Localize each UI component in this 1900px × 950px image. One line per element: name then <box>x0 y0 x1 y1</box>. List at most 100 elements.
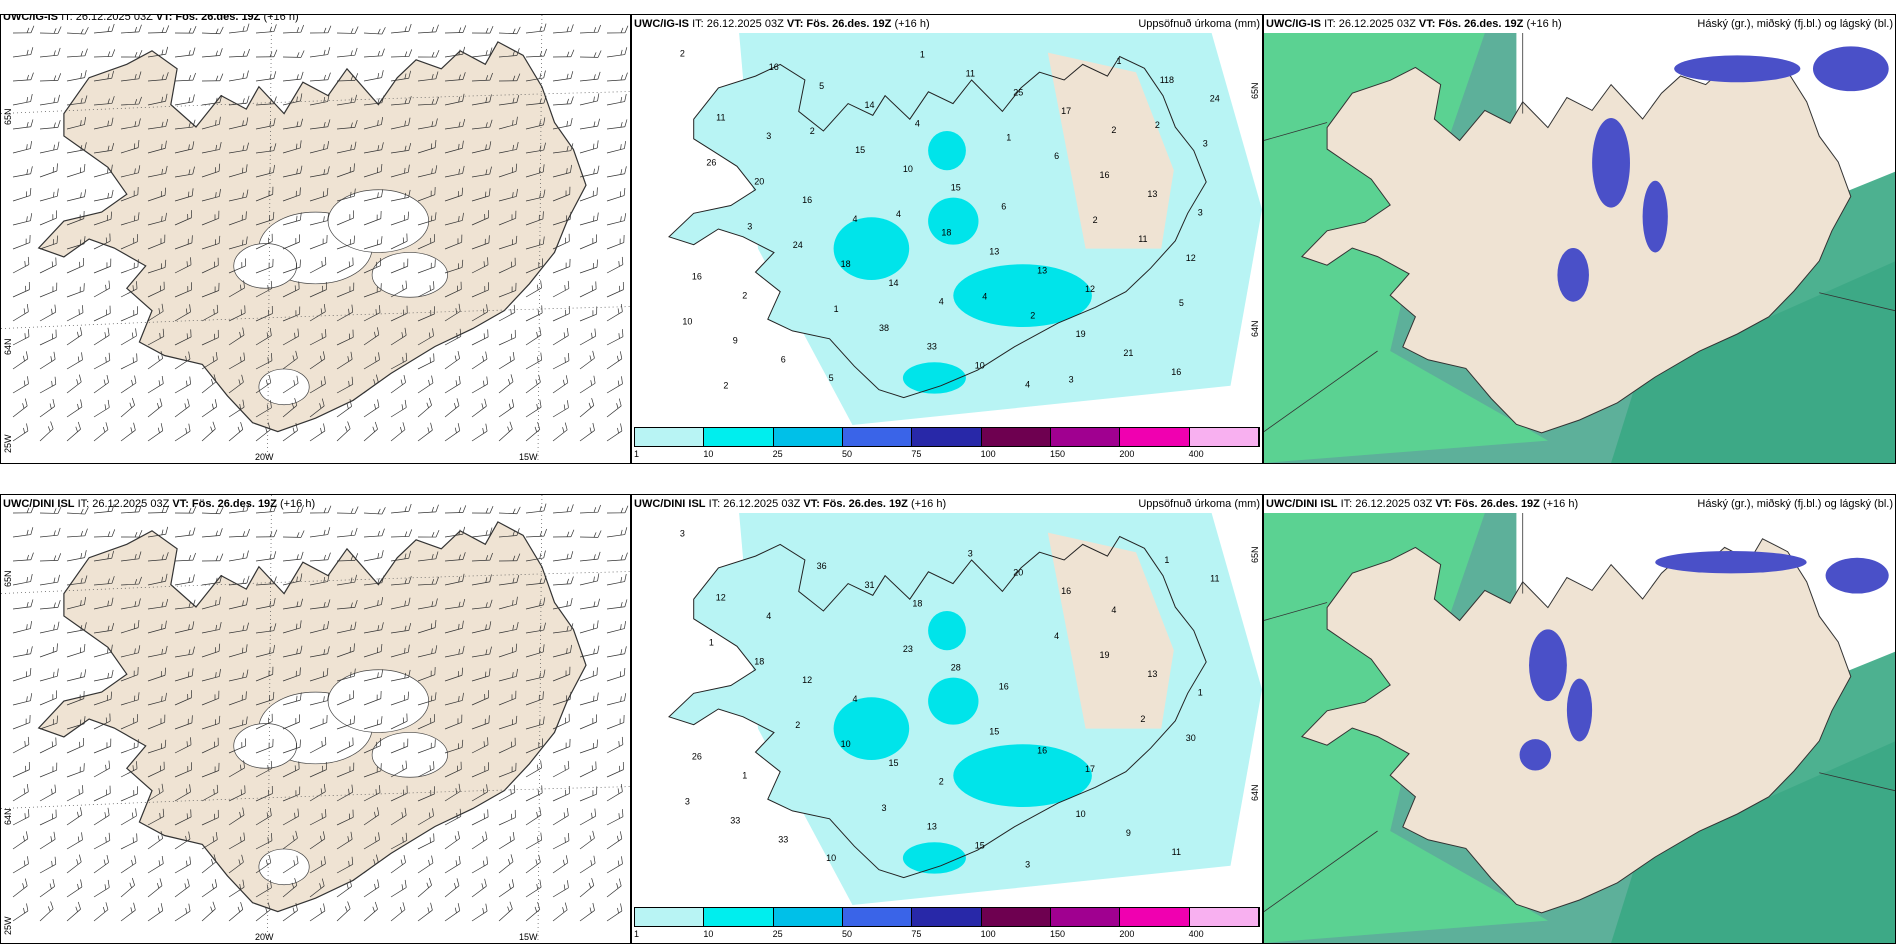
wind-barb <box>525 807 542 826</box>
wind-barb <box>228 854 244 874</box>
wind-barb <box>39 210 58 226</box>
wind-barb <box>309 72 331 82</box>
wind-barb <box>336 527 358 538</box>
wind-barb <box>606 552 628 562</box>
wind-barb <box>471 72 493 82</box>
wind-barb <box>336 304 354 322</box>
wind-barb <box>417 692 437 706</box>
wind-barb <box>120 645 141 658</box>
wind-barb <box>93 280 111 298</box>
precip-value: 36 <box>817 561 827 571</box>
wind-barb <box>39 621 60 634</box>
precip-map-bottom: 3442341110181617111212151516132633312816… <box>668 513 1262 905</box>
wind-barb <box>417 667 436 682</box>
wind-barb <box>336 784 354 802</box>
wind-barb <box>336 235 355 250</box>
precip-value: 10 <box>841 739 851 749</box>
wind-barb <box>390 576 412 586</box>
wind-barb <box>417 739 436 754</box>
wind-barb <box>201 304 219 322</box>
wind-barb <box>444 739 464 754</box>
wind-barb <box>525 422 541 442</box>
wind-barb <box>228 189 249 202</box>
wind-barb <box>579 422 595 442</box>
wind-barb <box>282 530 305 538</box>
wind-barb <box>390 352 408 370</box>
precip-value: 13 <box>989 247 999 257</box>
wind-barb <box>120 24 142 34</box>
precip-value: 1 <box>742 770 747 780</box>
wind-barb <box>147 234 166 250</box>
wind-barb <box>390 23 412 34</box>
wind-barb <box>552 305 570 322</box>
wind-barb <box>498 304 516 322</box>
wind-barb <box>606 762 624 778</box>
wind-barb <box>120 71 142 82</box>
wind-barb <box>606 878 622 898</box>
wind-barb <box>93 713 111 730</box>
wind-barb <box>363 95 385 106</box>
wind-barb <box>120 692 140 706</box>
wind-barb <box>93 807 110 826</box>
glacier <box>258 368 310 406</box>
wind-barb <box>147 423 164 442</box>
longitude-line <box>267 495 272 943</box>
wind-barb <box>201 116 221 130</box>
wind-barb <box>336 856 354 874</box>
wind-barb <box>417 422 433 442</box>
wind-barb <box>336 737 354 754</box>
precip-colorbar-bottom <box>634 907 1260 927</box>
wind-barb <box>444 505 467 514</box>
wind-barb <box>606 119 628 130</box>
wind-barb <box>498 116 518 130</box>
wind-barb <box>228 902 244 922</box>
wind-barb <box>498 737 516 754</box>
wind-barb <box>147 140 167 154</box>
precip-lat-label-65n-top: 65N <box>1250 82 1260 99</box>
wind-barb <box>66 70 87 82</box>
wind-barb <box>309 25 332 34</box>
high-cloud-patch <box>1642 180 1668 253</box>
wind-barb <box>39 235 58 250</box>
wind-barb <box>606 329 624 346</box>
precip-value: 1 <box>1116 56 1121 66</box>
precip-value: 12 <box>802 675 812 685</box>
wind-barb <box>390 164 410 178</box>
wind-barb <box>120 877 135 898</box>
wind-barb <box>552 738 571 754</box>
wind-barb <box>417 786 435 802</box>
wind-barb <box>363 421 378 442</box>
precip-value: 17 <box>1061 106 1071 116</box>
wind-barb <box>174 809 192 826</box>
wind-barb <box>525 280 542 298</box>
wind-barb <box>309 809 327 826</box>
precip-value: 1 <box>709 638 714 648</box>
wind-barb <box>579 667 598 682</box>
wind-barb <box>282 328 300 346</box>
wind-barb <box>174 423 191 442</box>
wind-barb <box>309 213 330 226</box>
wind-barb <box>363 832 380 850</box>
wind-barb <box>444 645 465 658</box>
wind-barb <box>174 878 190 898</box>
wind-barb <box>120 353 138 370</box>
wind-barb <box>417 328 434 346</box>
wind-barb <box>309 736 327 754</box>
wind-barb <box>66 785 84 802</box>
precip-value: 3 <box>968 549 973 559</box>
colorbar-tick: 10 <box>703 929 714 939</box>
wind-barb <box>39 784 57 802</box>
wind-barb <box>525 95 547 106</box>
wind-barb <box>255 211 275 226</box>
wind-barb <box>606 72 628 82</box>
precip-value: 18 <box>941 228 951 238</box>
wind-barb <box>363 70 384 82</box>
wind-barb <box>579 504 601 514</box>
wind-barb <box>579 187 598 202</box>
wind-barb <box>525 327 542 346</box>
precip-value: 6 <box>781 354 786 364</box>
wind-barb <box>417 551 439 562</box>
wind-barb <box>444 375 461 394</box>
precip-panel-top-header: UWC/IG-IS IT: 26.12.2025 03Z VT: Fös. 26… <box>634 18 930 30</box>
precip-value: 13 <box>1037 265 1047 275</box>
